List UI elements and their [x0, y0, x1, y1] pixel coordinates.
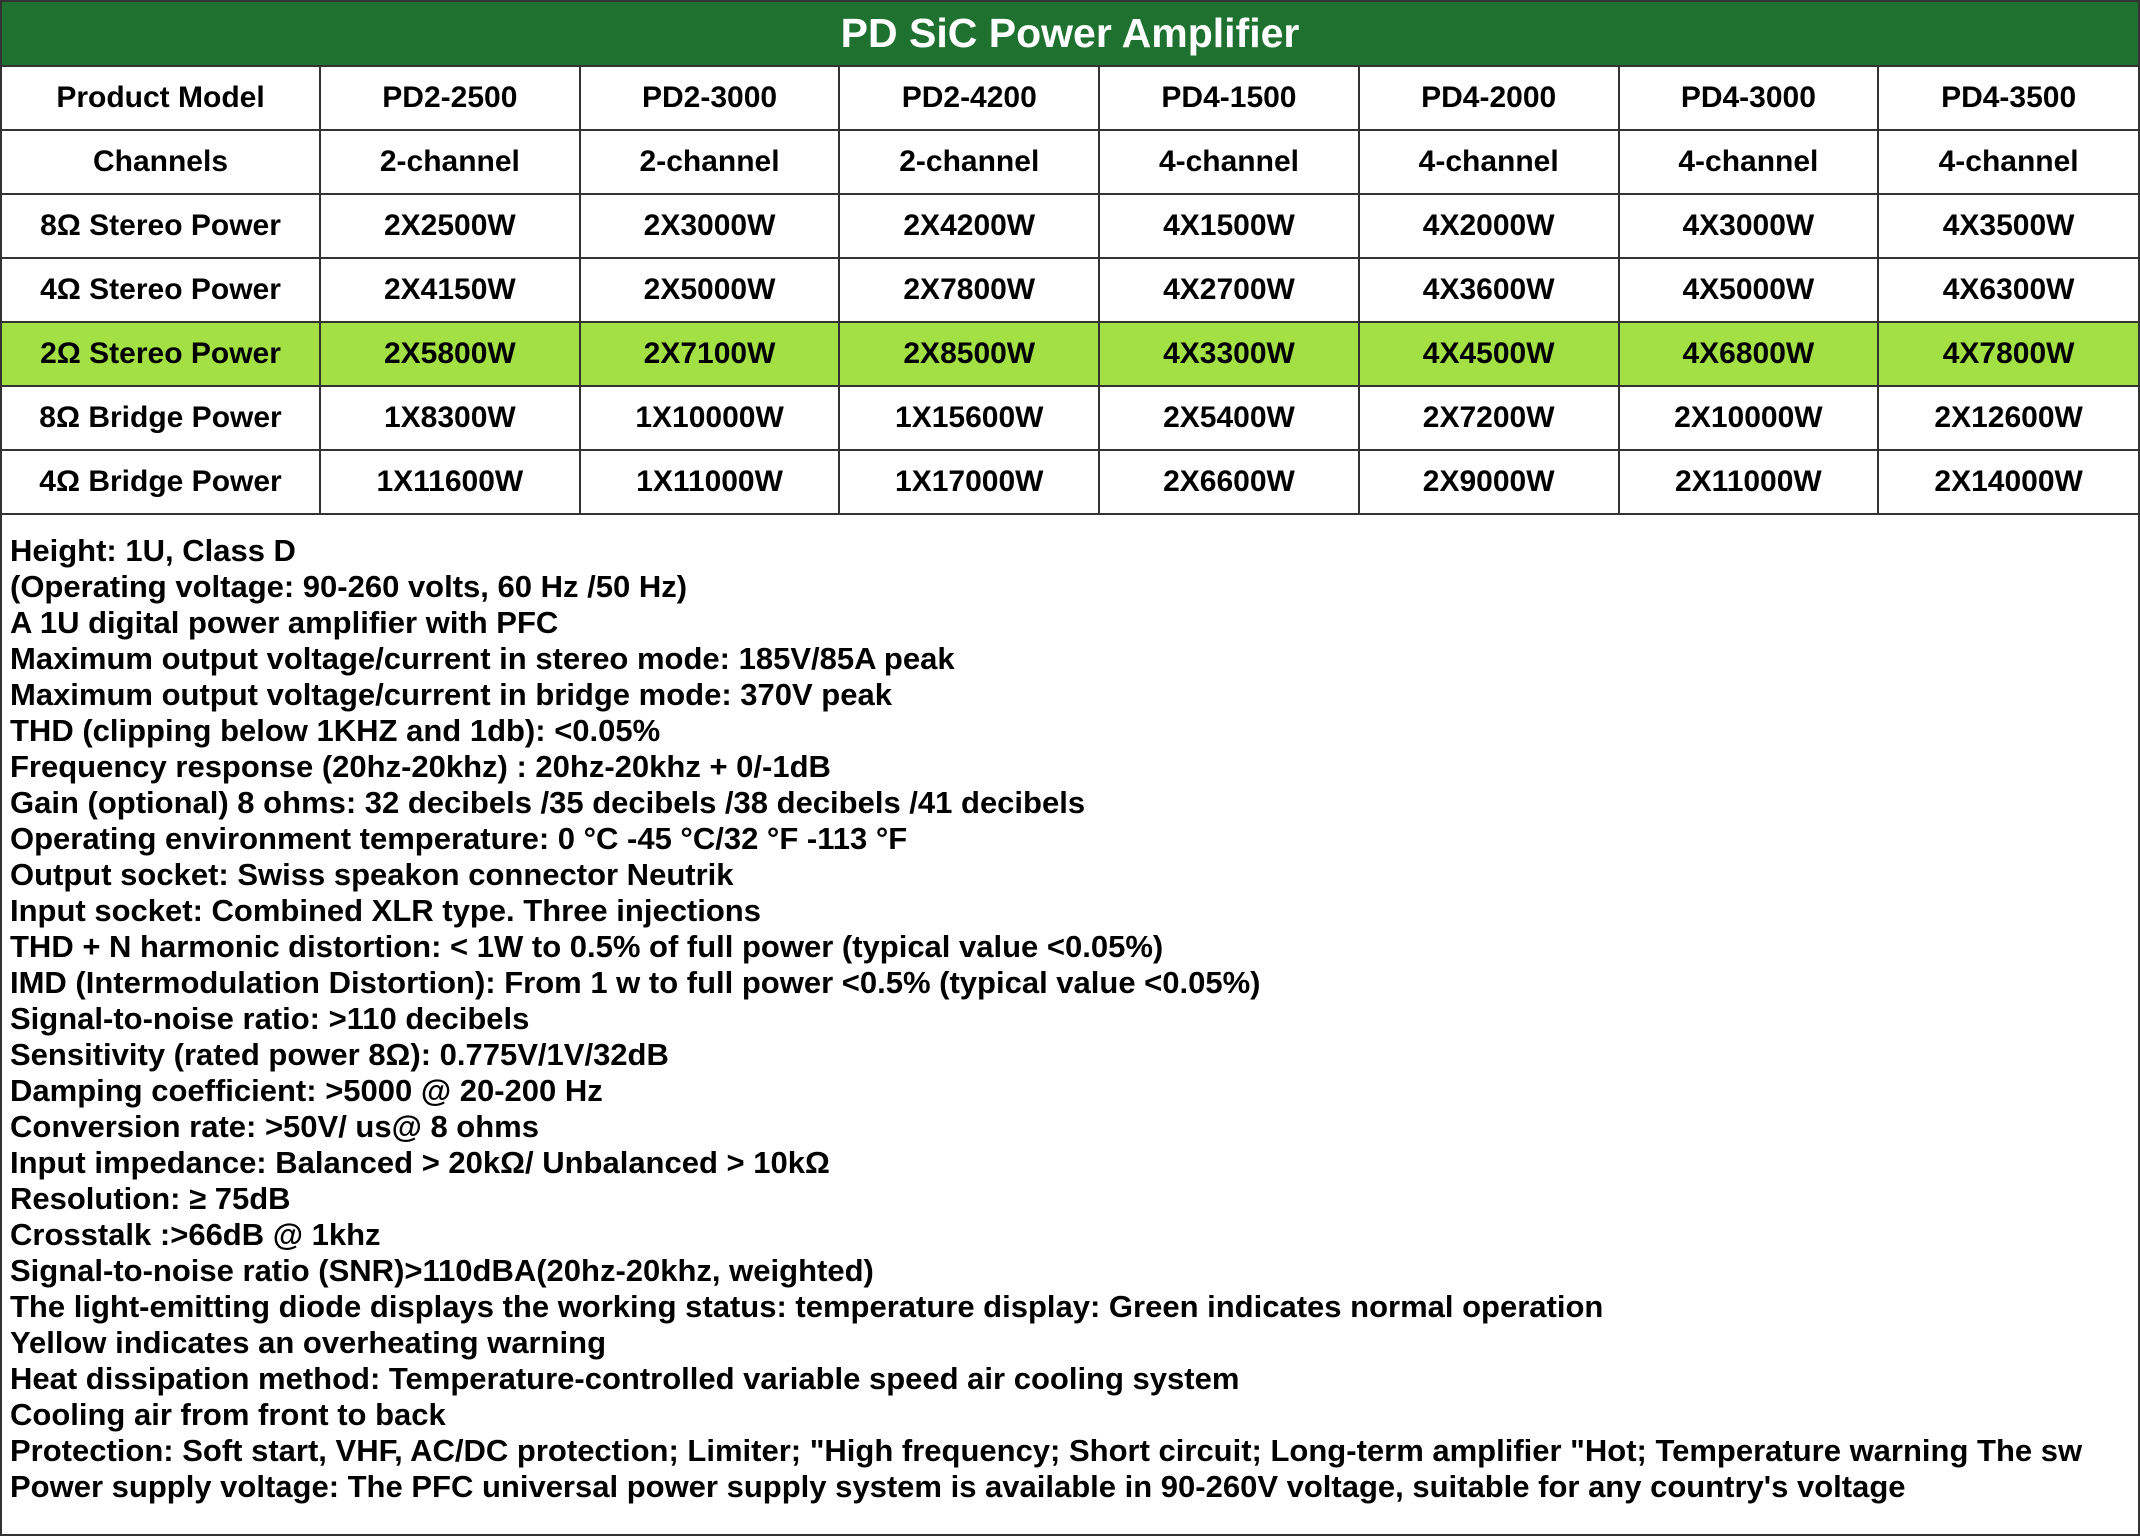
table-cell: 4X6800W	[1617, 321, 1880, 387]
table-row: 2Ω Stereo Power 2X5800W 2X7100W 2X8500W 4X33…	[2, 321, 2138, 387]
table-cell: 4-channel	[1877, 129, 2138, 195]
table-cell: PD2-3000	[578, 67, 841, 131]
table-cell: 4X3000W	[1617, 193, 1880, 259]
table-row: 8Ω Bridge Power 1X8300W 1X10000W 1X15600W 2X…	[2, 385, 2138, 451]
table-cell: 1X10000W	[578, 385, 841, 451]
spec-line: Power supply voltage: The PFC universal …	[10, 1469, 1906, 1504]
table-cell: 2X9000W	[1357, 449, 1620, 515]
spec-line: Height: 1U, Class D	[10, 533, 296, 568]
spec-list: Height: 1U, Class D (Operating voltage: 9…	[2, 515, 2138, 1505]
row-label: Channels	[2, 129, 321, 195]
table-cell: 2-channel	[578, 129, 841, 195]
row-label: 8Ω Bridge Power	[2, 385, 321, 451]
table-cell: 4X7800W	[1877, 321, 2138, 387]
spec-line: Sensitivity (rated power 8Ω): 0.775V/1V/…	[10, 1037, 669, 1072]
table-cell: 4-channel	[1617, 129, 1880, 195]
spec-line: Signal-to-noise ratio (SNR)>110dBA(20hz-…	[10, 1253, 874, 1288]
table-cell: 2X8500W	[838, 321, 1101, 387]
table-cell: 2X11000W	[1617, 449, 1880, 515]
table-cell: 2X5400W	[1098, 385, 1360, 451]
row-label: 4Ω Stereo Power	[2, 257, 321, 323]
spec-line: Yellow indicates an overheating warning	[10, 1325, 607, 1360]
table-cell: 1X17000W	[838, 449, 1101, 515]
spec-line: Output socket: Swiss speakon connector N…	[10, 857, 734, 892]
table-cell: 2X10000W	[1617, 385, 1880, 451]
table-cell: 4X3500W	[1877, 193, 2138, 259]
spec-line: Conversion rate: >50V/ us@ 8 ohms	[10, 1109, 539, 1144]
spec-line: THD (clipping below 1KHZ and 1db): <0.05…	[10, 713, 661, 748]
table-cell: PD4-3500	[1877, 67, 2138, 131]
spec-line: Heat dissipation method: Temperature-con…	[10, 1361, 1240, 1396]
spec-line: Input impedance: Balanced > 20kΩ/ Unbala…	[10, 1145, 830, 1180]
table-cell: PD4-3000	[1617, 67, 1880, 131]
spec-line: THD + N harmonic distortion: < 1W to 0.5…	[10, 929, 1164, 964]
spec-line: Crosstalk :>66dB @ 1khz	[10, 1217, 381, 1252]
table-cell: PD4-2000	[1357, 67, 1620, 131]
spec-table: Product Model PD2-2500 PD2-3000 PD2-4200 PD4…	[2, 67, 2138, 515]
table-cell: 4X6300W	[1877, 257, 2138, 323]
table-cell: 2X6600W	[1098, 449, 1360, 515]
spec-line: Signal-to-noise ratio: >110 decibels	[10, 1001, 530, 1036]
table-cell: 4X1500W	[1098, 193, 1360, 259]
table-cell: 4X5000W	[1617, 257, 1880, 323]
table-row: Product Model PD2-2500 PD2-3000 PD2-4200 PD4…	[2, 67, 2138, 131]
row-label: 8Ω Stereo Power	[2, 193, 321, 259]
spec-line: Frequency response (20hz-20khz) : 20hz-2…	[10, 749, 831, 784]
table-cell: 2X14000W	[1877, 449, 2138, 515]
spec-line: (Operating voltage: 90-260 volts, 60 Hz …	[10, 569, 688, 604]
table-cell: 2X2500W	[319, 193, 581, 259]
table-row: 4Ω Stereo Power 2X4150W 2X5000W 2X7800W 4X27…	[2, 257, 2138, 323]
table-cell: PD2-4200	[838, 67, 1101, 131]
row-label: 2Ω Stereo Power	[2, 321, 321, 387]
spec-line: IMD (Intermodulation Distortion): From 1…	[10, 965, 1261, 1000]
table-row: 8Ω Stereo Power 2X2500W 2X3000W 2X4200W 4X15…	[2, 193, 2138, 259]
spec-line: The light-emitting diode displays the wo…	[10, 1289, 1604, 1324]
spec-line: Cooling air from front to back	[10, 1397, 446, 1432]
table-cell: 4X4500W	[1357, 321, 1620, 387]
table-row: 4Ω Bridge Power 1X11600W 1X11000W 1X17000W 2…	[2, 449, 2138, 515]
row-label: Product Model	[2, 67, 321, 131]
table-cell: 4-channel	[1098, 129, 1360, 195]
spec-line: Protection: Soft start, VHF, AC/DC prote…	[10, 1433, 2083, 1468]
table-cell: 2X4200W	[838, 193, 1101, 259]
table-cell: PD2-2500	[319, 67, 581, 131]
spec-line: Operating environment temperature: 0 °C …	[10, 821, 908, 856]
table-cell: 1X8300W	[319, 385, 581, 451]
table-cell: 2X7200W	[1357, 385, 1620, 451]
row-label: 4Ω Bridge Power	[2, 449, 321, 515]
table-cell: 2X5800W	[319, 321, 581, 387]
spec-line: Damping coefficient: >5000 @ 20-200 Hz	[10, 1073, 603, 1108]
spec-line: Maximum output voltage/current in stereo…	[10, 641, 955, 676]
table-cell: 2X12600W	[1877, 385, 2138, 451]
table-cell: 2-channel	[319, 129, 581, 195]
table-cell: 4X3300W	[1098, 321, 1360, 387]
table-cell: 2-channel	[838, 129, 1101, 195]
page-title: PD SiC Power Amplifier	[2, 2, 2138, 67]
table-cell: 1X11600W	[319, 449, 581, 515]
table-row: Channels 2-channel 2-channel 2-channel 4-cha…	[2, 129, 2138, 195]
table-cell: 4X3600W	[1357, 257, 1620, 323]
table-cell: 2X7100W	[578, 321, 841, 387]
table-cell: 1X15600W	[838, 385, 1101, 451]
table-cell: 2X7800W	[838, 257, 1101, 323]
table-cell: 2X5000W	[578, 257, 841, 323]
spec-line: Input socket: Combined XLR type. Three i…	[10, 893, 761, 928]
table-cell: 4X2000W	[1357, 193, 1620, 259]
spec-line: Gain (optional) 8 ohms: 32 decibels /35 …	[10, 785, 1086, 820]
table-cell: PD4-1500	[1098, 67, 1360, 131]
table-cell: 2X3000W	[578, 193, 841, 259]
table-cell: 4-channel	[1357, 129, 1620, 195]
table-cell: 2X4150W	[319, 257, 581, 323]
table-cell: 1X11000W	[578, 449, 841, 515]
spec-line: Maximum output voltage/current in bridge…	[10, 677, 892, 712]
table-cell: 4X2700W	[1098, 257, 1360, 323]
spec-line: Resolution: ≥ 75dB	[10, 1181, 291, 1216]
spec-line: A 1U digital power amplifier with PFC	[10, 605, 559, 640]
